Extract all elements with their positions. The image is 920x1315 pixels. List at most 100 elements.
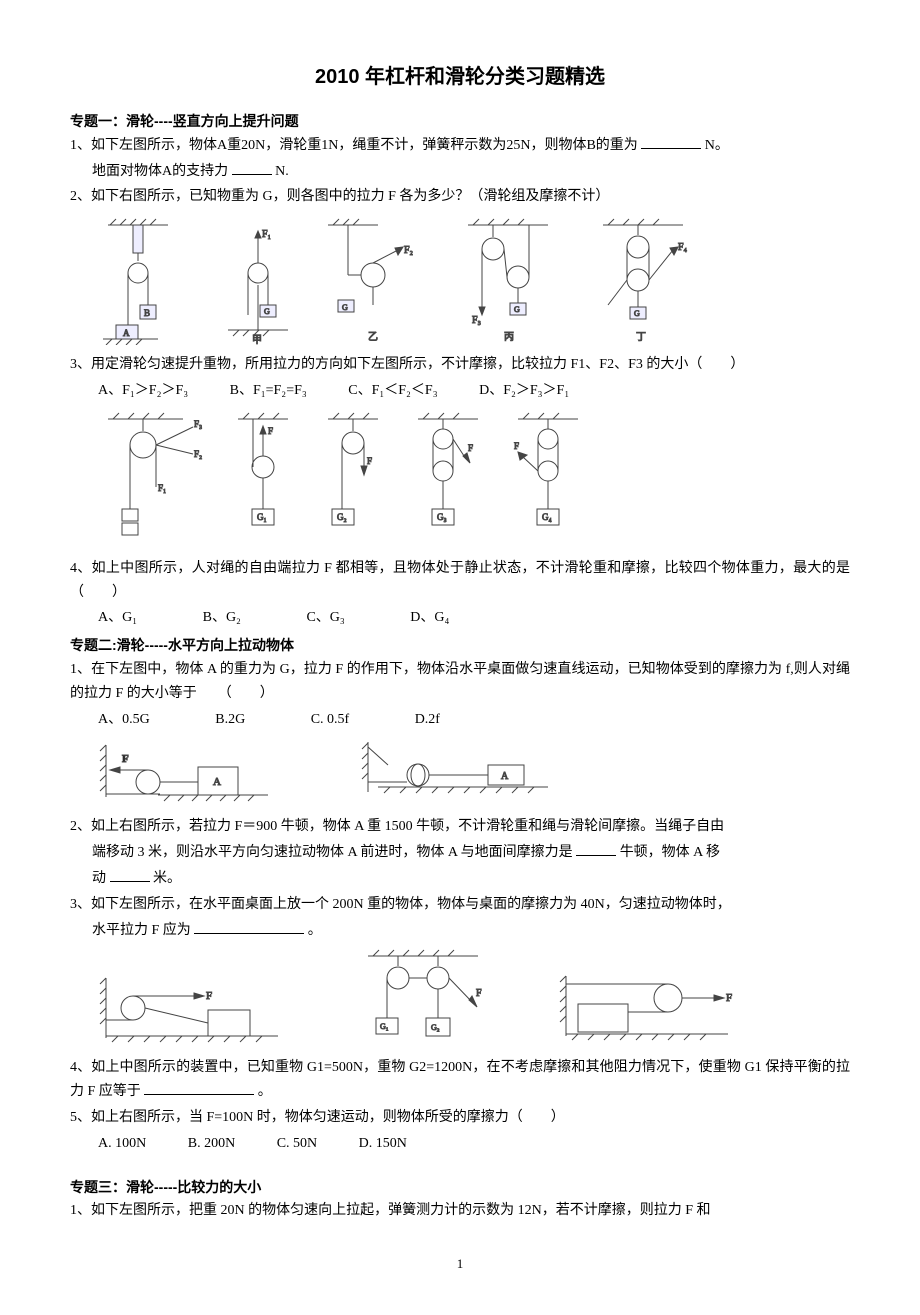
svg-text:F₂: F₂: [194, 449, 202, 459]
svg-text:B: B: [144, 308, 150, 318]
svg-text:F: F: [268, 426, 273, 436]
t2-q2-line2-b: 牛顿，物体 A 移: [620, 845, 720, 860]
svg-text:丁: 丁: [636, 332, 646, 343]
t2-q3-line1: 3、如下左图所示，在水平面桌面上放一个 200N 重的物体，物体与桌面的摩擦力为…: [70, 893, 850, 917]
t2-q2-line1: 2、如上右图所示，若拉力 F＝900 牛顿，物体 A 重 1500 牛顿，不计滑…: [70, 815, 850, 839]
topic-2-header: 专题二:滑轮-----水平方向上拉动物体: [70, 634, 850, 658]
fig-horiz-q3: F: [98, 968, 288, 1048]
t1-q3: 3、用定滑轮匀速提升重物，所用拉力的方向如下左图所示，不计摩擦，比较拉力 F1、…: [70, 353, 850, 377]
fig-q5-horiz: F: [558, 968, 738, 1048]
t2-q5: 5、如上右图所示，当 F=100N 时，物体匀速运动，则物体所受的摩擦力（ ）: [70, 1106, 850, 1130]
t2-q1-optb: B.2G: [215, 708, 245, 732]
fig-spring-pulley: B A: [98, 215, 188, 345]
t2-q2-line3-a: 动: [92, 871, 106, 886]
svg-text:F₁: F₁: [158, 483, 166, 493]
fig-jia: F₁ G 甲: [208, 215, 298, 345]
svg-text:A: A: [213, 776, 221, 788]
t1-q1-line2-a: 地面对物体A的支持力: [92, 164, 228, 179]
svg-text:G₃: G₃: [437, 512, 447, 522]
t2-q3-line2: 水平拉力 F 应为 。: [70, 919, 850, 943]
fig-bing: G F₃ 丙: [448, 215, 568, 345]
t2-q2-blank2: [110, 868, 150, 882]
svg-text:乙: 乙: [368, 331, 378, 343]
t2-q2-line3: 动 米。: [70, 867, 850, 891]
svg-text:G₄: G₄: [542, 512, 552, 522]
svg-text:F: F: [476, 988, 482, 999]
t2-q2-line2-a: 端移动 3 米，则沿水平方向匀速拉动物体 A 前进时，物体 A 与地面间摩擦力是: [92, 845, 573, 860]
fig-yi: F₂ G 乙: [318, 215, 428, 345]
t2-q5-optb: B. 200N: [188, 1132, 235, 1156]
svg-text:F₃: F₃: [472, 315, 481, 326]
t1-q1-line2-b: N.: [275, 164, 289, 179]
svg-text:F: F: [367, 456, 372, 466]
t2-q1-options: A、0.5G B.2G C. 0.5f D.2f: [70, 708, 850, 732]
t1-q3-options: A、F₁＞F₂＞F₃ B、F₁=F₂=F₃ C、F₁＜F₂＜F₃ D、F₂＞F₃…: [70, 379, 850, 403]
page-title: 2010 年杠杆和滑轮分类习题精选: [70, 60, 850, 94]
t2-q4: 4、如上中图所示的装置中，已知重物 G1=500N，重物 G2=1200N，在不…: [70, 1056, 850, 1104]
t1-q1-line2: 地面对物体A的支持力 N.: [70, 160, 850, 184]
t2-q2-line3-b: 米。: [153, 871, 181, 886]
svg-text:甲: 甲: [252, 335, 262, 345]
t2-q4-blank: [144, 1081, 254, 1095]
t1-fig-row-1: B A F₁ G 甲 F₂ G 乙: [98, 215, 850, 345]
fig-pulley-g4: F G₄: [508, 409, 588, 549]
t1-q3-optd: D、F₂＞F₃＞F₁: [479, 379, 569, 403]
fig-pulley-g3: F G₃: [408, 409, 488, 549]
svg-text:G₁: G₁: [257, 512, 267, 522]
svg-text:G₂: G₂: [337, 512, 347, 522]
svg-text:G: G: [634, 309, 640, 318]
t2-q3-line2-a: 水平拉力 F 应为: [92, 923, 191, 938]
svg-text:F: F: [726, 992, 732, 1004]
svg-text:F₁: F₁: [262, 229, 271, 240]
t1-q4-optb: B、G₂: [203, 606, 241, 630]
svg-text:F: F: [468, 443, 473, 453]
t3-q1: 1、如下左图所示，把重 20N 的物体匀速向上拉起，弹簧测力计的示数为 12N，…: [70, 1199, 850, 1223]
svg-text:F: F: [206, 990, 212, 1002]
t1-q3-optc: C、F₁＜F₂＜F₃: [348, 379, 437, 403]
t2-q3-blank: [194, 920, 304, 934]
t2-q5-opta: A. 100N: [98, 1132, 146, 1156]
svg-text:F₃: F₃: [194, 419, 202, 429]
t2-fig-row-1: F A A: [98, 737, 850, 807]
fig-pulley-g2: F G₂: [318, 409, 388, 549]
t2-q5-optc: C. 50N: [277, 1132, 317, 1156]
t1-q1-blank2: [232, 161, 272, 175]
fig-horiz-left: F A: [98, 737, 278, 807]
t1-q4-optd: D、G₄: [410, 606, 449, 630]
t1-q1-blank1: [641, 135, 701, 149]
t2-q5-options: A. 100N B. 200N C. 50N D. 150N: [70, 1132, 850, 1156]
fig-pulley-g1: F G₁: [228, 409, 298, 549]
svg-text:G: G: [514, 305, 520, 314]
fig-ding: F₄ G 丁: [588, 215, 698, 345]
svg-text:G₁: G₁: [380, 1022, 389, 1031]
fig-q4-two-pulley: F G₁ G₂: [348, 948, 498, 1048]
t2-q4-text-b: 。: [258, 1084, 272, 1099]
svg-text:A: A: [501, 771, 509, 782]
svg-text:F₂: F₂: [404, 245, 413, 256]
topic-3-header: 专题三：滑轮-----比较力的大小: [70, 1176, 850, 1200]
t2-q3-line2-b: 。: [308, 923, 322, 938]
t1-q1-line1: 1、如下左图所示，物体A重20N，滑轮重1N，绳重不计，弹簧秤示数为25N，则物…: [70, 134, 850, 158]
t1-q3-opta: A、F₁＞F₂＞F₃: [98, 379, 188, 403]
t1-q4: 4、如上中图所示，人对绳的自由端拉力 F 都相等，且物体处于静止状态，不计滑轮重…: [70, 557, 850, 605]
svg-text:丙: 丙: [504, 332, 514, 343]
t2-q1-optd: D.2f: [415, 708, 440, 732]
t2-q1-opta: A、0.5G: [98, 708, 150, 732]
t2-q5-optd: D. 150N: [359, 1132, 407, 1156]
svg-text:F₄: F₄: [678, 242, 688, 253]
t1-fig-row-2: F₃ F₂ F₁ F G₁ F G₂ F G₃: [98, 409, 850, 549]
t1-q2: 2、如下右图所示，已知物重为 G，则各图中的拉力 F 各为多少？（滑轮组及摩擦不…: [70, 185, 850, 209]
topic-1-header: 专题一：滑轮----竖直方向上提升问题: [70, 110, 850, 134]
t2-q1: 1、在下左图中，物体 A 的重力为 G，拉力 F 的作用下，物体沿水平桌面做匀速…: [70, 658, 850, 706]
t2-q2-blank1: [576, 842, 616, 856]
t2-fig-row-2: F F G₁ G₂ F: [98, 948, 850, 1048]
svg-text:F: F: [122, 753, 129, 765]
t1-q1-text-a: 1、如下左图所示，物体A重20N，滑轮重1N，绳重不计，弹簧秤示数为25N，则物…: [70, 138, 638, 153]
t2-q1-optc: C. 0.5f: [311, 708, 350, 732]
svg-text:G: G: [264, 307, 270, 316]
t1-q4-opta: A、G₁: [98, 606, 137, 630]
svg-text:G: G: [342, 303, 348, 312]
fig-horiz-right: A: [358, 737, 558, 807]
t1-q1-text-b: N。: [705, 138, 729, 153]
svg-text:F: F: [514, 441, 519, 451]
